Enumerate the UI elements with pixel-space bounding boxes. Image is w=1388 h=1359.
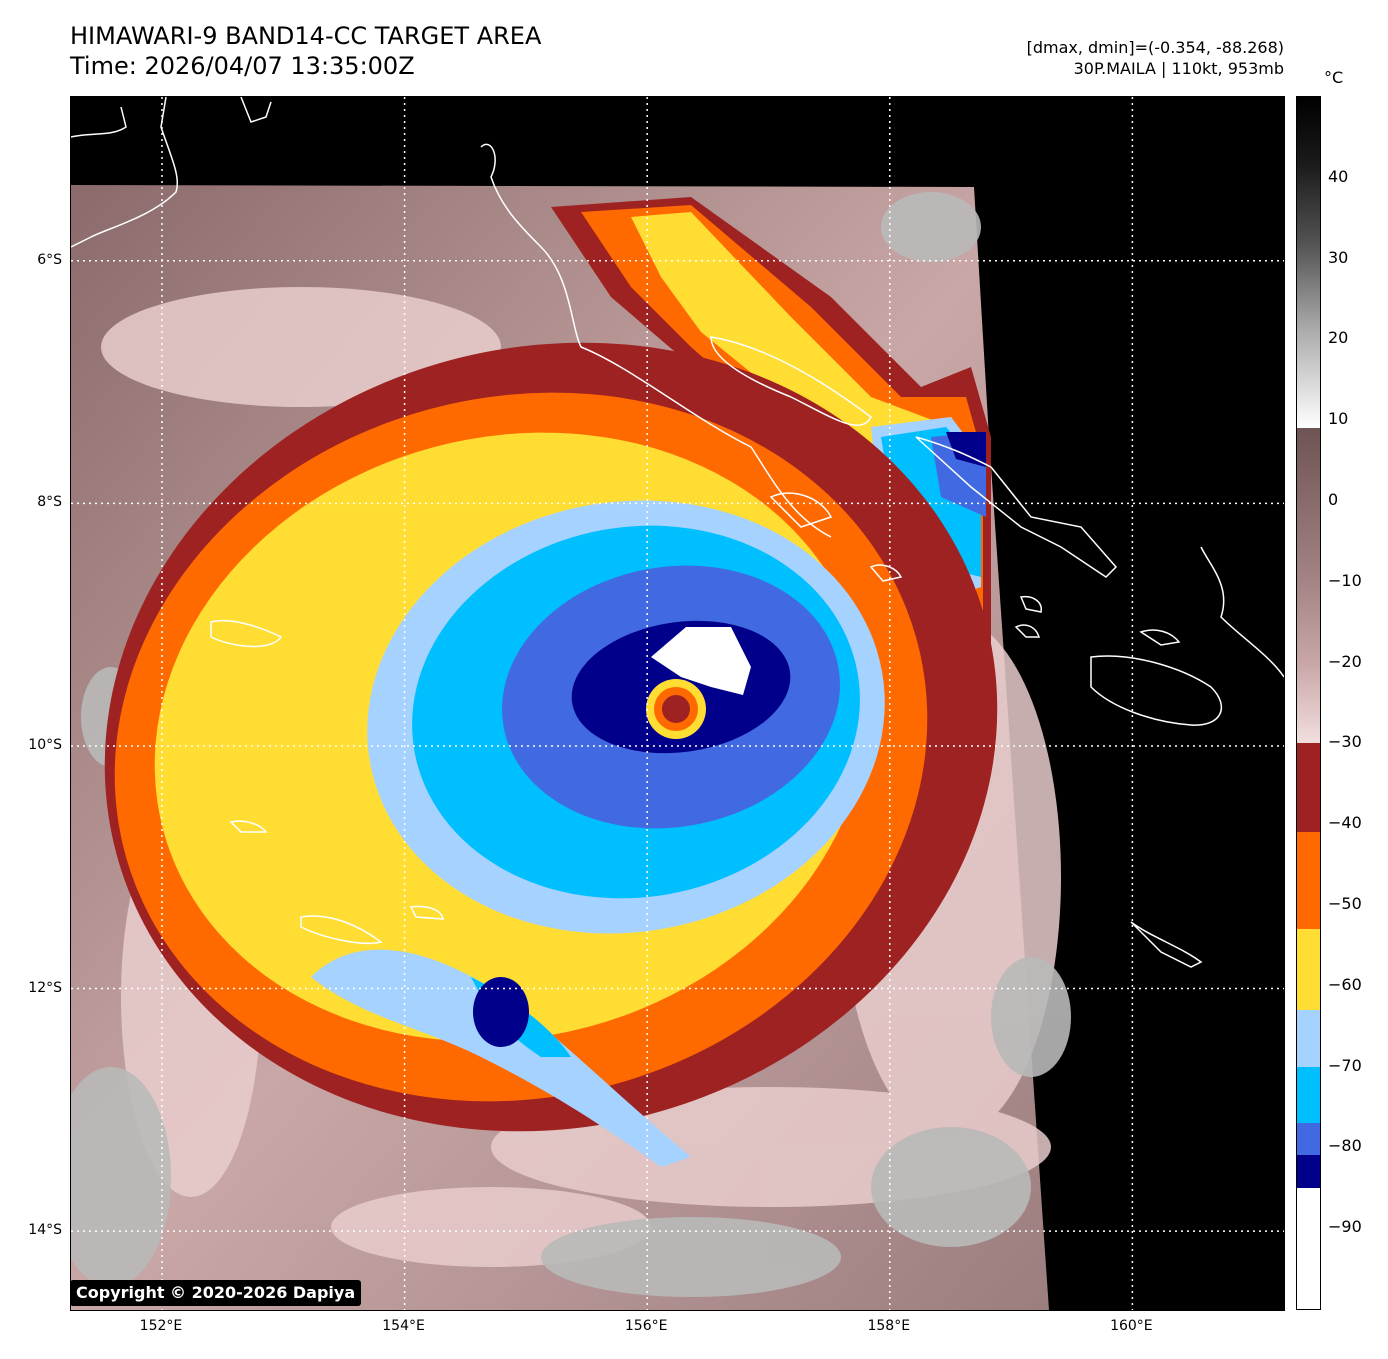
lon-tick-label: 160°E bbox=[1110, 1318, 1153, 1334]
lon-tick-label: 154°E bbox=[382, 1318, 425, 1334]
colorbar-tick-label: 0 bbox=[1328, 490, 1339, 509]
colorbar-tick-label: −20 bbox=[1328, 651, 1362, 671]
lon-tick-label: 152°E bbox=[139, 1318, 183, 1334]
chart-timestamp: Time: 2026/04/07 13:35:00Z bbox=[70, 52, 415, 80]
colorbar-segment bbox=[1297, 832, 1320, 930]
lat-tick-label: 10°S bbox=[28, 736, 62, 753]
colorbar-segment bbox=[1297, 929, 1320, 1011]
colorbar-tick-label: 20 bbox=[1328, 328, 1349, 348]
lat-tick-label: 12°S bbox=[28, 979, 62, 996]
colorbar-tick-label: −50 bbox=[1328, 894, 1362, 913]
lon-tick-label: 156°E bbox=[624, 1318, 668, 1334]
colorbar-segment bbox=[1297, 428, 1320, 744]
lat-tick-label: 14°S bbox=[28, 1222, 62, 1239]
colorbar-tick-label: −40 bbox=[1328, 813, 1362, 833]
storm-eye bbox=[662, 695, 690, 723]
colorbar-segment bbox=[1297, 1155, 1320, 1188]
colorbar-segment bbox=[1297, 97, 1320, 429]
coastlines bbox=[71, 97, 1284, 968]
colorbar-tick-label: −60 bbox=[1328, 974, 1362, 994]
colorbar-tick-label: −70 bbox=[1328, 1055, 1362, 1075]
data-range-text: [dmax, dmin]=(-0.354, -88.268) bbox=[1026, 38, 1284, 57]
lon-tick-label: 158°E bbox=[867, 1318, 911, 1334]
colorbar-unit-label: °C bbox=[1324, 68, 1344, 87]
chart-title: HIMAWARI-9 BAND14-CC TARGET AREA bbox=[70, 22, 542, 50]
map-gridlines bbox=[71, 97, 1284, 1310]
colorbar-segment bbox=[1297, 1187, 1320, 1309]
colorbar-tick-label: −90 bbox=[1328, 1217, 1362, 1237]
colorbar-segment bbox=[1297, 1123, 1320, 1156]
lat-tick-label: 6°S bbox=[37, 251, 62, 268]
colorbar-tick-label: −10 bbox=[1328, 570, 1362, 590]
colorbar-tick-label: 30 bbox=[1328, 247, 1349, 267]
satellite-map bbox=[70, 96, 1285, 1311]
temperature-colorbar bbox=[1296, 96, 1321, 1310]
colorbar-tick-label: 10 bbox=[1328, 409, 1349, 429]
storm-cloud-rings bbox=[104, 342, 998, 1167]
copyright-badge: Copyright © 2020-2026 Dapiya bbox=[70, 1280, 362, 1306]
storm-info-text: 30P.MAILA | 110kt, 953mb bbox=[1073, 59, 1284, 78]
colorbar-tick-label: −30 bbox=[1328, 732, 1362, 752]
colorbar-segment bbox=[1297, 743, 1320, 833]
coldest-tops bbox=[651, 627, 751, 695]
colorbar-tick-label: −80 bbox=[1328, 1136, 1362, 1156]
colorbar-segment bbox=[1297, 1010, 1320, 1067]
lat-tick-label: 8°S bbox=[37, 494, 62, 511]
colorbar-tick-label: 40 bbox=[1328, 166, 1349, 186]
colorbar-segment bbox=[1297, 1066, 1320, 1124]
